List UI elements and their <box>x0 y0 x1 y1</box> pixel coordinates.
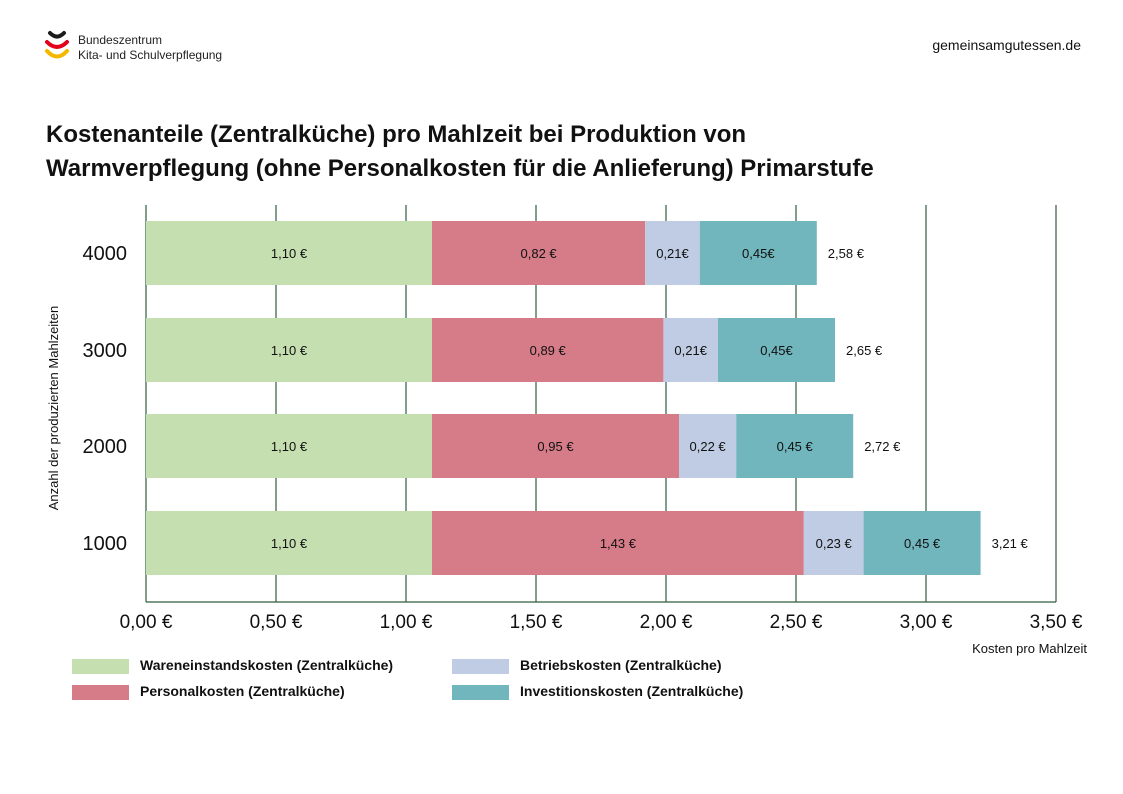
total-label: 2,72 € <box>864 439 901 454</box>
logo: Bundeszentrum Kita- und Schulverpflegung <box>44 30 264 70</box>
total-label: 2,58 € <box>828 246 865 261</box>
data-label: 0,45 € <box>777 439 814 454</box>
bar-segment <box>146 511 432 575</box>
x-tick-label: 0,00 € <box>120 612 173 633</box>
bar-segment <box>432 511 804 575</box>
x-tick-label: 3,00 € <box>900 612 953 633</box>
data-label: 0,82 € <box>521 246 558 261</box>
legend-label: Investitionskosten (Zentralküche) <box>520 683 744 699</box>
logo-line-1: Bundeszentrum <box>78 33 163 47</box>
chart-title-line-1: Kostenanteile (Zentralküche) pro Mahlzei… <box>46 121 747 148</box>
bar-segment <box>736 414 854 478</box>
data-label: 0,45€ <box>760 343 793 358</box>
logo-mark-icon <box>45 31 69 59</box>
x-tick-label: 3,50 € <box>1030 612 1083 633</box>
bar-segment <box>699 221 817 285</box>
category-label: 1000 <box>83 533 128 555</box>
category-label: 4000 <box>83 243 128 265</box>
chart-title-line-2: Warmverpflegung (ohne Personalkosten für… <box>46 155 874 182</box>
legend-swatch <box>72 659 129 674</box>
data-label: 0,45 € <box>904 536 941 551</box>
category-label: 2000 <box>83 436 128 458</box>
x-tick-label: 2,00 € <box>640 612 693 633</box>
bar-segment <box>803 511 864 575</box>
data-label: 0,21€ <box>656 246 689 261</box>
bar-segment <box>863 511 981 575</box>
bar-segment <box>679 414 737 478</box>
total-label: 2,65 € <box>846 343 883 358</box>
data-label: 1,10 € <box>271 439 308 454</box>
legend: Wareneinstandskosten (Zentralküche) Perso… <box>72 656 812 706</box>
x-tick-label: 0,50 € <box>250 612 303 633</box>
legend-swatch <box>452 685 509 700</box>
logo-line-2: Kita- und Schulverpflegung <box>78 48 223 62</box>
bar-segment <box>718 318 835 382</box>
y-axis-title: Anzahl der produzierten Mahlzeiten <box>46 306 61 511</box>
x-tick-label: 1,50 € <box>510 612 563 633</box>
data-label: 1,10 € <box>271 536 308 551</box>
category-label: 3000 <box>83 340 128 362</box>
bar-segment <box>645 221 700 285</box>
logo-text: Bundeszentrum Kita- und Schulverpflegung <box>78 33 222 63</box>
data-label: 0,21€ <box>674 343 707 358</box>
data-label: 0,23 € <box>816 536 853 551</box>
bar-segment <box>432 221 646 285</box>
data-label: 0,89 € <box>530 343 567 358</box>
data-label: 1,10 € <box>271 246 308 261</box>
legend-swatch <box>452 659 509 674</box>
chart-title: Kostenanteile (Zentralküche) pro Mahlzei… <box>46 118 1046 186</box>
data-label: 0,45€ <box>742 246 775 261</box>
data-label: 0,95 € <box>537 439 574 454</box>
legend-label: Personalkosten (Zentralküche) <box>140 683 345 699</box>
bar-segment <box>432 318 664 382</box>
legend-label: Betriebskosten (Zentralküche) <box>520 657 722 673</box>
x-tick-label: 2,50 € <box>770 612 823 633</box>
bar-segment <box>146 318 432 382</box>
data-label: 0,22 € <box>690 439 727 454</box>
x-tick-label: 1,00 € <box>380 612 433 633</box>
bar-segment <box>432 414 679 478</box>
data-label: 1,43 € <box>600 536 637 551</box>
site-url: gemeinsamgutessen.de <box>932 37 1081 53</box>
bar-segment <box>663 318 718 382</box>
bar-segment <box>146 414 432 478</box>
legend-label: Wareneinstandskosten (Zentralküche) <box>140 657 394 673</box>
legend-swatch <box>72 685 129 700</box>
x-axis-title: Kosten pro Mahlzeit <box>972 641 1087 656</box>
bar-segment <box>146 221 432 285</box>
total-label: 3,21 € <box>992 536 1029 551</box>
data-label: 1,10 € <box>271 343 308 358</box>
